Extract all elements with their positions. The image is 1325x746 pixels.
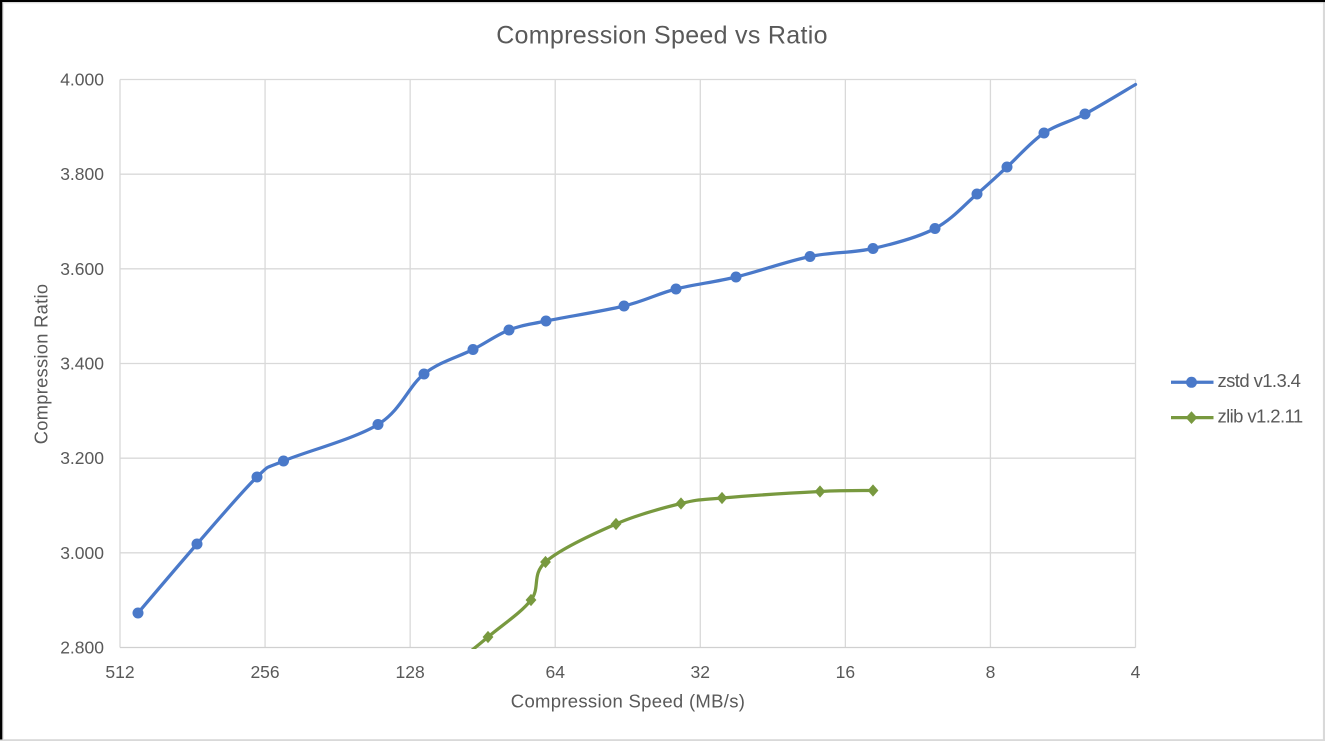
svg-text:8: 8 xyxy=(986,662,996,682)
svg-text:Compression Speed vs Ratio: Compression Speed vs Ratio xyxy=(496,22,828,50)
svg-text:64: 64 xyxy=(545,662,565,682)
svg-text:16: 16 xyxy=(836,662,855,682)
svg-text:4: 4 xyxy=(1131,662,1141,682)
svg-text:zstd v1.3.4: zstd v1.3.4 xyxy=(1218,370,1301,391)
svg-text:zlib v1.2.11: zlib v1.2.11 xyxy=(1218,405,1303,426)
svg-text:Compression Ratio: Compression Ratio xyxy=(30,284,51,445)
svg-text:4.000: 4.000 xyxy=(60,70,104,90)
svg-text:3.000: 3.000 xyxy=(60,543,104,563)
svg-text:128: 128 xyxy=(396,662,425,682)
svg-text:3.200: 3.200 xyxy=(60,448,104,468)
svg-text:2.800: 2.800 xyxy=(60,638,104,658)
svg-text:512: 512 xyxy=(105,662,134,682)
svg-text:3.600: 3.600 xyxy=(60,259,104,279)
svg-text:Compression Speed (MB/s): Compression Speed (MB/s) xyxy=(511,691,745,712)
svg-text:3.400: 3.400 xyxy=(60,354,104,374)
svg-text:3.800: 3.800 xyxy=(60,164,104,184)
svg-text:32: 32 xyxy=(691,662,710,682)
svg-text:256: 256 xyxy=(250,662,279,682)
